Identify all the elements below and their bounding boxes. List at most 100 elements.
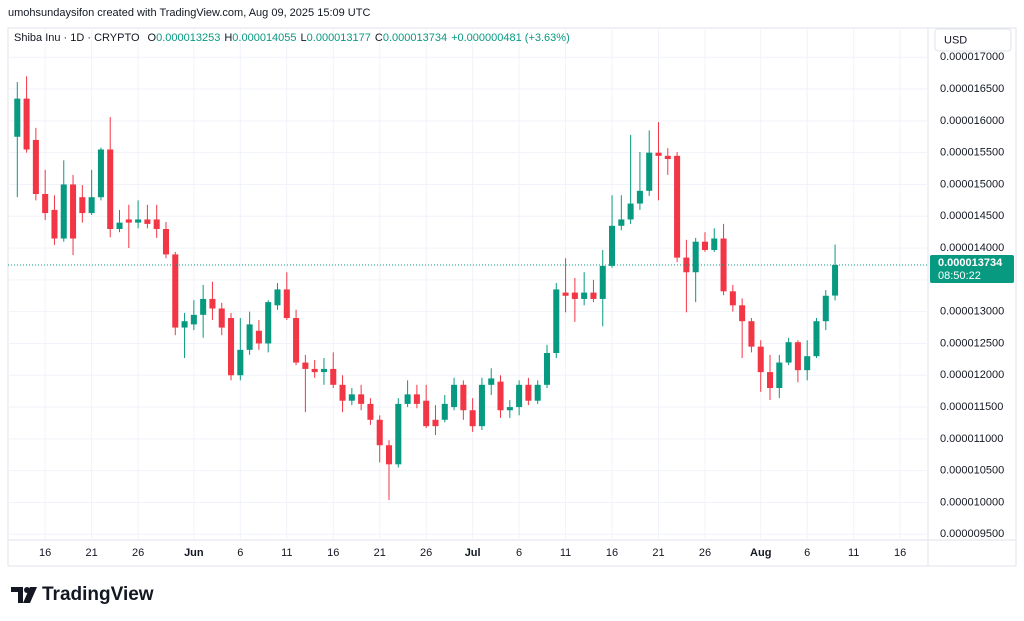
grid [8, 28, 928, 540]
y-tick-label: 0.000012500 [940, 337, 1004, 349]
candle-body [97, 149, 104, 198]
y-tick-label: 0.000016000 [940, 115, 1004, 127]
legend: Shiba Inu · 1D · CRYPTO O0.000013253 H0.00… [14, 32, 570, 44]
candle-body [581, 292, 588, 299]
candle-body [14, 98, 21, 137]
y-tick-label: 0.000010000 [940, 496, 1004, 508]
x-tick-label: 6 [804, 547, 810, 559]
candle-body [42, 194, 49, 214]
candle-body [534, 384, 541, 401]
ohlc-value: 0.000013734 [383, 32, 447, 44]
candle-body [674, 155, 681, 258]
candle-body [367, 403, 374, 420]
x-tick-label: 26 [132, 547, 144, 559]
candle-body [729, 291, 736, 306]
candle-body [228, 318, 235, 376]
candle-body [711, 238, 718, 250]
candle-body [70, 184, 77, 239]
candle-body [432, 419, 439, 427]
x-tick-label: 26 [699, 547, 711, 559]
candle-body [776, 362, 783, 388]
candle-body [200, 298, 207, 315]
candle-body [618, 219, 625, 226]
brand-logo: TradingView [11, 584, 154, 605]
ohlc-value: 0.000014055 [232, 32, 296, 44]
candle-body [748, 321, 755, 347]
candle-body [646, 152, 653, 191]
candle-body [395, 403, 402, 465]
candle-body [135, 219, 142, 223]
x-tick-label: 16 [39, 547, 51, 559]
candle-body [571, 292, 578, 299]
x-tick-label: 16 [894, 547, 906, 559]
y-tick-label: 0.000013000 [940, 306, 1004, 318]
candle-body [441, 403, 448, 420]
logo-slash [23, 587, 37, 603]
candle-body [376, 419, 383, 446]
symbol: Shiba Inu · 1D · CRYPTO [14, 32, 140, 44]
price-tag-value: 0.000013734 [938, 257, 1003, 269]
candle-body [60, 184, 67, 239]
candle-body [274, 289, 281, 306]
candle-body [516, 384, 523, 408]
candle-body [302, 362, 309, 369]
candle-body [339, 384, 346, 401]
candle-body [385, 445, 393, 465]
candle-body [330, 368, 337, 385]
logo-bar [11, 587, 23, 603]
candle-body [162, 228, 169, 255]
candle-body [237, 349, 244, 376]
candle-body [255, 330, 262, 344]
x-tick-label: Aug [750, 547, 771, 559]
x-tick-label: 6 [237, 547, 243, 559]
candle-body [358, 394, 365, 404]
currency-button[interactable] [934, 28, 1012, 52]
x-tick-label: 16 [606, 547, 618, 559]
y-tick-label: 0.000009500 [940, 528, 1004, 540]
x-tick-label: 6 [516, 547, 522, 559]
candle-body [218, 308, 225, 328]
candle-body [497, 381, 504, 411]
candle-body [767, 372, 774, 388]
candle-body [469, 410, 476, 427]
x-tick-label: 11 [281, 547, 292, 559]
candle-body [543, 353, 551, 385]
candle-body [599, 265, 606, 299]
ohlc-prefix: L [301, 32, 307, 44]
candle-body [590, 292, 597, 299]
candle-body [525, 384, 532, 401]
candle-body [804, 356, 811, 371]
y-tick-label: 0.000011500 [940, 401, 1003, 413]
candle-body [478, 384, 485, 427]
x-tick-label: 16 [327, 547, 339, 559]
candle-body [293, 318, 300, 363]
change: +0.000000481 (+3.63%) [451, 32, 570, 44]
ohlc-prefix: H [224, 32, 232, 44]
candle-body [692, 241, 699, 273]
y-tick-label: 0.000014000 [940, 242, 1004, 254]
candle-body [51, 209, 58, 239]
brand: TradingView [42, 584, 154, 605]
candle-body [209, 298, 216, 309]
candle-body [423, 400, 430, 427]
candle-body [413, 394, 420, 404]
y-tick-label: 0.000016500 [940, 83, 1004, 95]
x-tick-label: 21 [374, 547, 386, 559]
candle-body [562, 292, 569, 296]
candle-body [23, 98, 30, 150]
candle-body [553, 289, 560, 354]
candle-body [311, 368, 318, 373]
candle-body [88, 197, 95, 214]
candle-body [655, 152, 662, 156]
x-tick-label: Jun [184, 547, 204, 559]
candle-body [460, 384, 467, 411]
header: umohsundaysifon created with TradingView… [8, 7, 370, 19]
y-tick-label: 0.000017000 [940, 51, 1004, 63]
candle-body [172, 254, 179, 328]
candle-body [627, 203, 634, 220]
y-tick-label: 0.000011000 [940, 433, 1003, 445]
currency: USD [944, 34, 967, 46]
y-tick-label: 0.000015500 [940, 147, 1004, 159]
